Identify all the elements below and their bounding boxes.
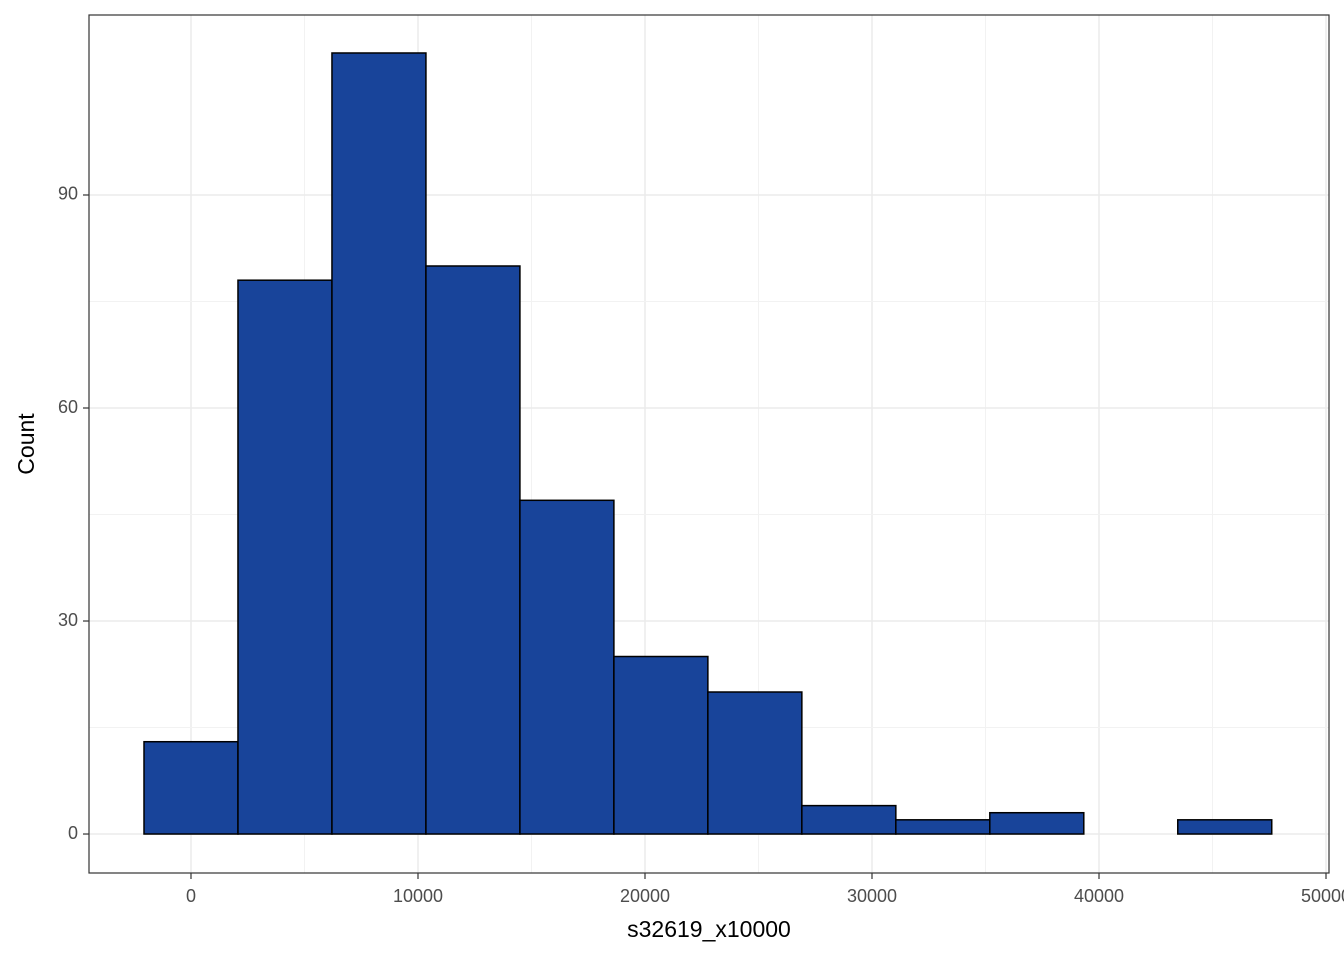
bar [519,499,615,835]
x-tick-label: 20000 [620,886,670,906]
bar [707,691,803,835]
x-tick-label: 30000 [847,886,897,906]
bar [425,265,521,835]
x-tick-label: 0 [186,886,196,906]
x-tick-label: 40000 [1074,886,1124,906]
bar [895,819,991,835]
y-tick-label: 60 [58,397,78,417]
bar [331,52,427,835]
bar [237,279,333,835]
y-tick-label: 0 [68,823,78,843]
bar [989,811,1085,835]
bar [801,804,897,835]
y-tick-label: 90 [58,184,78,204]
y-axis-title: Count [13,413,39,475]
bar [613,655,709,835]
x-axis-title: s32619_x10000 [627,916,791,942]
bar [1177,819,1273,835]
panel-border [88,14,1330,874]
y-tick-label: 30 [58,610,78,630]
x-tick-label: 10000 [393,886,443,906]
bar [143,740,239,835]
